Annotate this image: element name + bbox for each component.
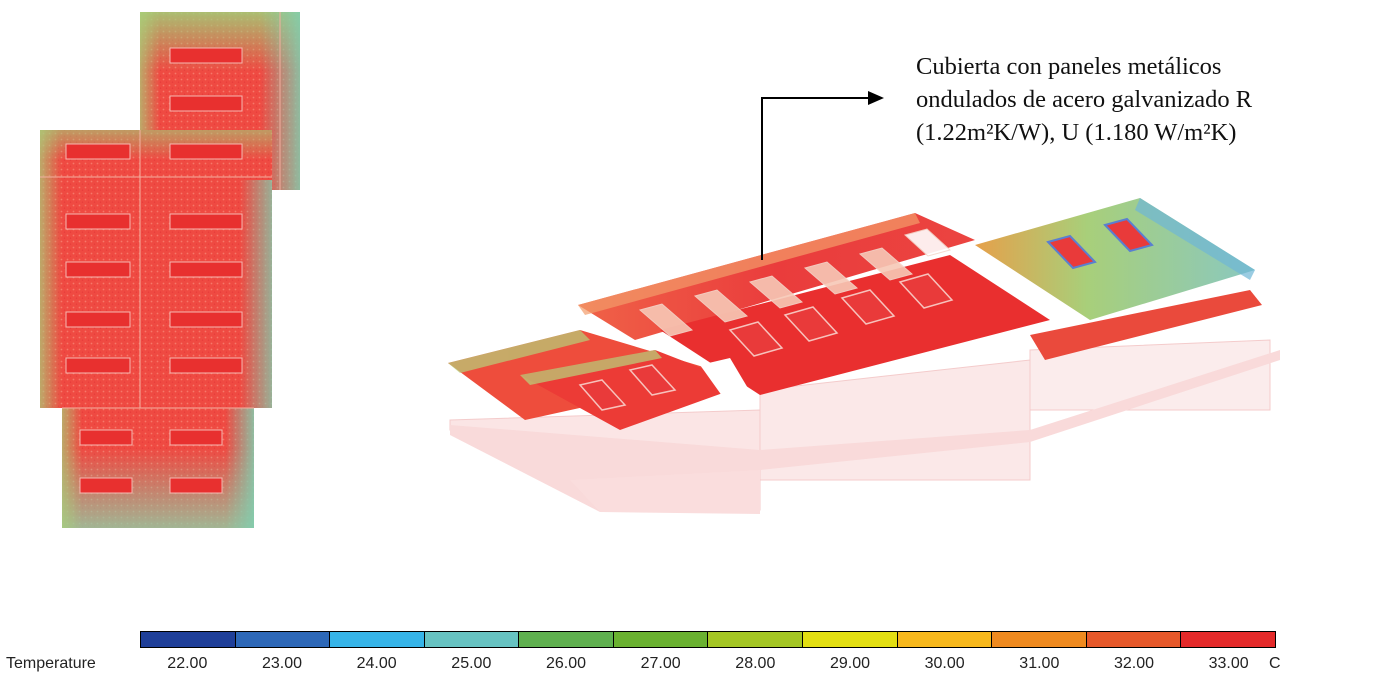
legend-tick-label: 30.00 <box>924 655 965 672</box>
legend-title: Temperature <box>6 655 96 672</box>
legend-swatch <box>897 632 993 647</box>
legend-swatch <box>330 632 425 647</box>
legend-swatch <box>424 632 520 647</box>
annotation-arrow <box>761 91 884 260</box>
legend-swatch <box>708 632 804 647</box>
legend-tick-label: 32.00 <box>1113 655 1155 672</box>
iso-skylights-rear <box>638 228 952 337</box>
legend-swatch <box>803 632 898 647</box>
legend-tick-label: 24.00 <box>356 655 397 672</box>
plan-skylights <box>65 47 243 494</box>
plan-block-bottom <box>62 407 254 528</box>
roof-isometric-view <box>448 198 1280 514</box>
legend-unit: C <box>1269 655 1281 672</box>
building-walls <box>449 339 1280 514</box>
roof-center <box>660 255 1050 395</box>
roof-right-lower <box>1030 290 1262 360</box>
legend-swatch <box>519 632 614 647</box>
roof-rear <box>578 213 975 340</box>
roof-gap <box>700 358 752 400</box>
legend-swatch <box>235 632 331 647</box>
legend-swatch <box>992 632 1087 647</box>
legend-tick-label: 29.00 <box>829 655 871 672</box>
legend-tick-label: 23.00 <box>261 655 303 672</box>
legend-tick-label: 28.00 <box>735 655 776 672</box>
annotation-line-2: ondulados de acero galvanizado R <box>916 86 1253 113</box>
iso-skylights-center <box>728 273 954 357</box>
legend-tick-label: 31.00 <box>1019 655 1060 672</box>
legend-swatch <box>1181 632 1275 647</box>
roof-plan-view <box>40 12 300 528</box>
roof-warm-edges <box>448 198 1255 385</box>
roof-annotation: Cubierta con paneles metálicos ondulados… <box>916 50 1366 149</box>
legend-color-bar <box>140 631 1276 648</box>
iso-skylights-right <box>1046 217 1154 270</box>
annotation-line-1: Cubierta con paneles metálicos <box>916 53 1222 80</box>
legend-swatch <box>613 632 709 647</box>
legend-tick-label: 26.00 <box>545 655 587 672</box>
legend-tick-label: 25.00 <box>451 655 492 672</box>
legend-tick-label: 33.00 <box>1208 655 1249 672</box>
legend-swatch <box>141 632 236 647</box>
iso-skylights-left <box>578 364 677 411</box>
legend-tick-label: 22.00 <box>167 655 208 672</box>
legend-tick-label: 27.00 <box>640 655 681 672</box>
temperature-legend: Temperature 22.00 23.00 24.00 25.00 26.00 27.… <box>0 628 1373 681</box>
legend-swatch <box>1086 632 1182 647</box>
annotation-line-3: (1.22m²K/W), U (1.180 W/m²K) <box>916 119 1237 146</box>
